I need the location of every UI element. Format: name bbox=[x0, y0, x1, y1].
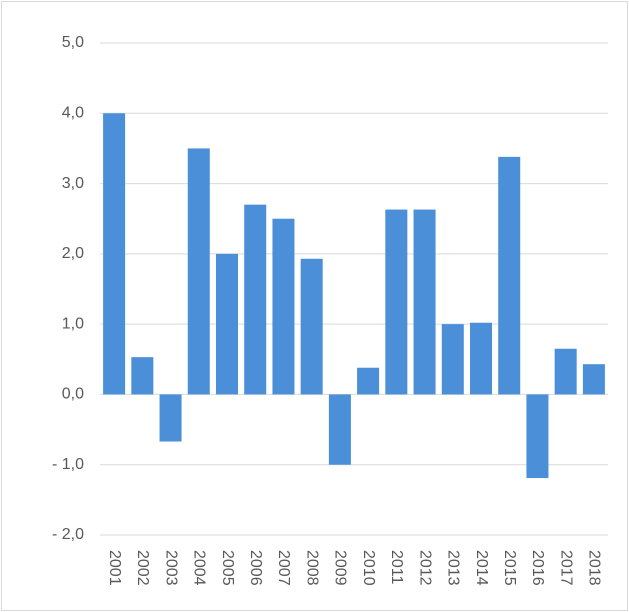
x-tick-label: 2017 bbox=[557, 550, 574, 586]
x-tick-label: 2009 bbox=[332, 550, 349, 586]
bar bbox=[272, 218, 295, 395]
bar bbox=[328, 394, 351, 465]
y-tick-label: 2,0 bbox=[62, 245, 84, 262]
bar bbox=[469, 322, 493, 395]
x-tick-label: 2005 bbox=[219, 550, 236, 586]
x-tick-label: 2016 bbox=[529, 550, 546, 586]
y-tick-label: - 1,0 bbox=[52, 456, 84, 473]
x-tick-label: 2003 bbox=[162, 550, 179, 586]
bar bbox=[300, 258, 323, 395]
bar bbox=[215, 253, 239, 395]
x-tick-label: 2002 bbox=[134, 550, 151, 586]
y-tick-label: 0,0 bbox=[62, 386, 84, 403]
y-tick-label: 3,0 bbox=[62, 175, 84, 192]
x-tick-label: 2012 bbox=[416, 550, 433, 586]
y-tick-label: 1,0 bbox=[62, 315, 84, 332]
y-tick-label: 4,0 bbox=[62, 105, 84, 122]
bar bbox=[244, 204, 267, 395]
x-tick-label: 2008 bbox=[303, 550, 320, 586]
x-tick-label: 2015 bbox=[501, 550, 518, 586]
bar bbox=[554, 348, 577, 395]
x-tick-label: 2013 bbox=[445, 550, 462, 586]
bar bbox=[357, 367, 380, 395]
x-tick-label: 2014 bbox=[473, 550, 490, 586]
bar bbox=[187, 148, 210, 395]
bar bbox=[526, 394, 549, 479]
bar bbox=[413, 209, 436, 395]
bar bbox=[385, 209, 408, 395]
x-tick-label: 2018 bbox=[586, 550, 603, 586]
bar bbox=[103, 113, 126, 395]
x-tick-label: 2007 bbox=[275, 550, 292, 586]
y-tick-label: 5,0 bbox=[62, 34, 84, 51]
x-tick-label: 2006 bbox=[247, 550, 264, 586]
y-tick-label: - 2,0 bbox=[52, 526, 84, 543]
bar bbox=[582, 364, 605, 395]
bar bbox=[131, 357, 154, 395]
bar bbox=[498, 156, 521, 395]
x-tick-label: 2001 bbox=[106, 550, 123, 586]
x-tick-label: 2010 bbox=[360, 550, 377, 586]
x-tick-label: 2011 bbox=[388, 550, 405, 585]
x-tick-label: 2004 bbox=[191, 550, 208, 586]
bar bbox=[441, 324, 464, 395]
bar bbox=[159, 394, 182, 442]
